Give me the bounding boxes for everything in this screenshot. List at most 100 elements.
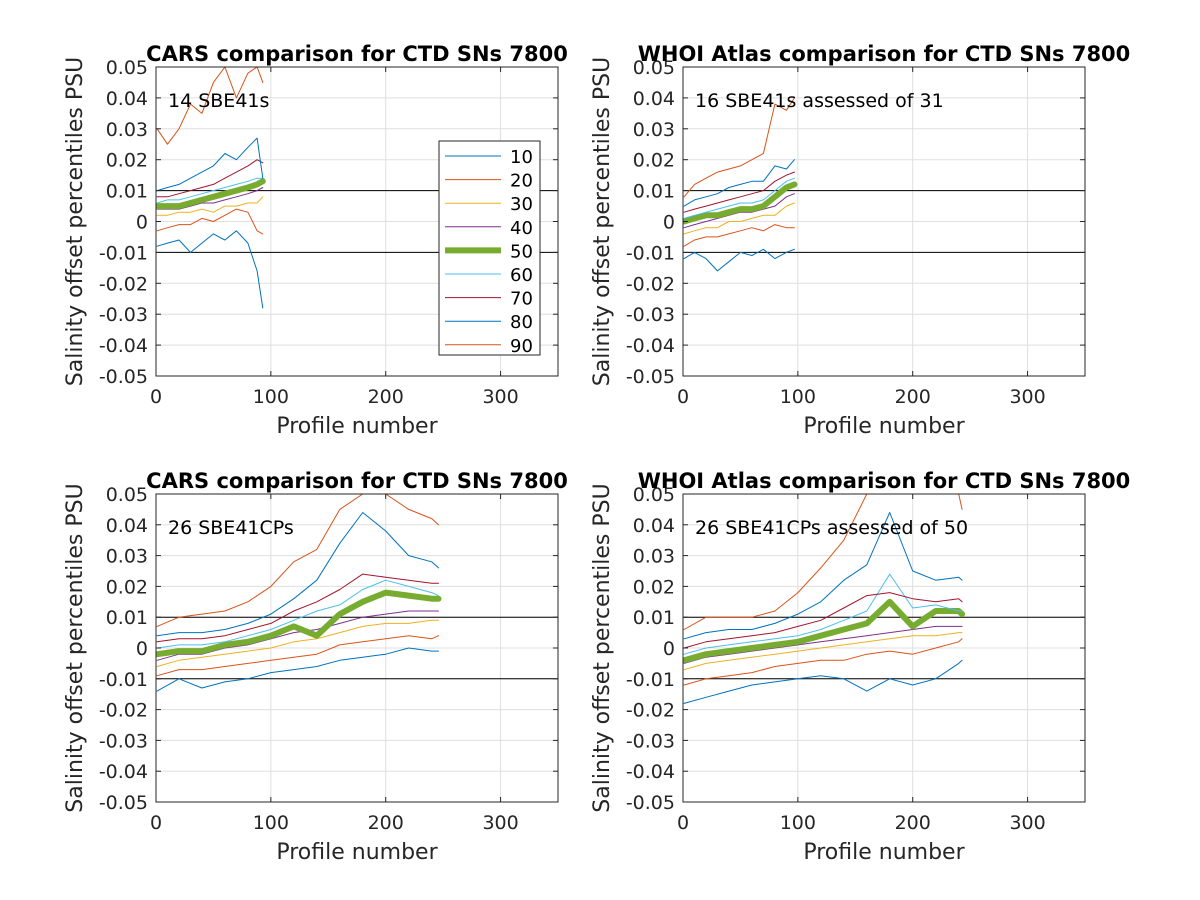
- y-tick-label: -0.05: [99, 366, 148, 388]
- y-tick-label: 0.03: [106, 119, 148, 141]
- series-line-30: [683, 202, 795, 235]
- y-tick-label: -0.03: [626, 304, 675, 326]
- series-line-70: [156, 573, 439, 643]
- y-axis-label: Salinity offset percentiles PSU: [63, 483, 88, 812]
- chart-title: WHOI Atlas comparison for CTD SNs 7800: [638, 469, 1131, 493]
- series-line-70: [683, 592, 963, 649]
- series-line-20: [683, 638, 963, 686]
- y-tick-label: -0.02: [626, 273, 675, 295]
- x-tick-label: 200: [895, 386, 931, 408]
- y-tick-label: 0.02: [633, 576, 675, 598]
- chart-title: CARS comparison for CTD SNs 7800: [146, 469, 568, 493]
- series-line-50: [683, 181, 798, 225]
- y-tick-label: 0.02: [633, 150, 675, 172]
- y-tick-label: 0: [663, 638, 675, 660]
- legend-label-10: 10: [510, 147, 533, 168]
- y-tick-label: 0.05: [106, 57, 148, 79]
- y-tick-label: 0.02: [106, 576, 148, 598]
- y-tick-label: -0.02: [99, 700, 148, 722]
- series-line-30: [156, 196, 264, 216]
- chart-title: WHOI Atlas comparison for CTD SNs 7800: [638, 42, 1131, 66]
- series-group: [683, 494, 966, 704]
- y-tick-label: 0.03: [106, 546, 148, 568]
- legend-label-40: 40: [510, 218, 533, 239]
- series-line-20: [156, 635, 439, 677]
- x-tick-label: 100: [780, 386, 816, 408]
- series-group: [156, 494, 442, 692]
- legend-label-50: 50: [510, 241, 533, 262]
- y-axis-label: Salinity offset percentiles PSU: [63, 57, 88, 386]
- panel-annotation: 26 SBE41CPs assessed of 50: [695, 517, 968, 539]
- series-line-70: [156, 159, 264, 198]
- x-tick-label: 200: [368, 812, 404, 834]
- x-tick-label: 100: [253, 812, 289, 834]
- y-tick-label: 0.01: [106, 607, 148, 629]
- y-tick-label: -0.03: [99, 304, 148, 326]
- series-group: [683, 97, 798, 272]
- series-line-30: [156, 619, 439, 667]
- series-line-40: [683, 625, 963, 664]
- series-line-20: [683, 224, 795, 247]
- series-line-80: [156, 512, 439, 637]
- panel-annotation: 14 SBE41s: [168, 90, 269, 112]
- y-tick-label: 0.05: [106, 484, 148, 506]
- chart-title: CARS comparison for CTD SNs 7800: [146, 42, 568, 66]
- x-tick-label: 200: [368, 386, 404, 408]
- series-line-10: [156, 230, 264, 309]
- y-tick-label: -0.05: [99, 792, 148, 814]
- chart-panel-3: 0 100 200 300 -0.05 -0.04 -0.03 -0.02 -0.01 0 0.01…: [63, 469, 568, 865]
- y-tick-label: 0.01: [633, 607, 675, 629]
- y-tick-label: -0.01: [626, 669, 675, 691]
- y-tick-label: 0.04: [633, 88, 675, 110]
- x-tick-label: 100: [253, 386, 289, 408]
- series-line-90: [156, 494, 439, 627]
- x-tick-label: 300: [482, 386, 518, 408]
- y-axis-label: Salinity offset percentiles PSU: [590, 483, 615, 812]
- y-tick-label: -0.01: [626, 242, 675, 264]
- x-tick-label: 0: [677, 386, 689, 408]
- series-line-10: [156, 647, 439, 692]
- x-tick-label: 100: [780, 812, 816, 834]
- series-line-80: [683, 159, 795, 207]
- panel-annotation: 26 SBE41CPs: [168, 517, 294, 539]
- x-axis-label: Profile number: [803, 840, 965, 865]
- y-tick-label: -0.02: [99, 273, 148, 295]
- legend-label-70: 70: [510, 289, 533, 310]
- x-tick-label: 200: [895, 812, 931, 834]
- y-tick-label: -0.01: [99, 669, 148, 691]
- y-tick-label: 0.04: [106, 515, 148, 537]
- x-tick-label: 0: [150, 812, 162, 834]
- x-tick-label: 300: [482, 812, 518, 834]
- x-axis-label: Profile number: [803, 414, 965, 439]
- series-line-10: [683, 248, 795, 272]
- series-line-60: [156, 177, 264, 204]
- legend-label-60: 60: [510, 265, 533, 286]
- y-tick-label: -0.02: [626, 700, 675, 722]
- y-tick-label: -0.03: [626, 730, 675, 752]
- series-line-60: [683, 573, 963, 655]
- y-axis-label: Salinity offset percentiles PSU: [590, 57, 615, 386]
- y-tick-label: -0.04: [626, 335, 675, 357]
- series-group: [156, 67, 266, 309]
- chart-panel-2: 0 100 200 300 -0.05 -0.04 -0.03 -0.02 -0.01 0 0.01…: [590, 42, 1130, 439]
- legend-label-80: 80: [510, 312, 533, 333]
- y-tick-label: 0.05: [633, 484, 675, 506]
- series-line-50: [156, 178, 266, 210]
- y-tick-label: 0.01: [633, 181, 675, 203]
- y-tick-label: 0.03: [633, 119, 675, 141]
- y-tick-label: -0.04: [626, 761, 675, 783]
- series-line-90: [683, 97, 795, 198]
- series-line-50: [156, 589, 442, 658]
- series-line-60: [683, 177, 795, 219]
- y-tick-label: -0.04: [99, 761, 148, 783]
- y-tick-label: -0.05: [626, 792, 675, 814]
- series-line-30: [683, 632, 963, 671]
- y-tick-label: 0.04: [633, 515, 675, 537]
- legend-label-90: 90: [510, 336, 533, 357]
- series-line-50: [683, 598, 966, 664]
- y-tick-label: -0.04: [99, 335, 148, 357]
- y-tick-label: 0.01: [106, 181, 148, 203]
- series-line-80: [683, 512, 963, 640]
